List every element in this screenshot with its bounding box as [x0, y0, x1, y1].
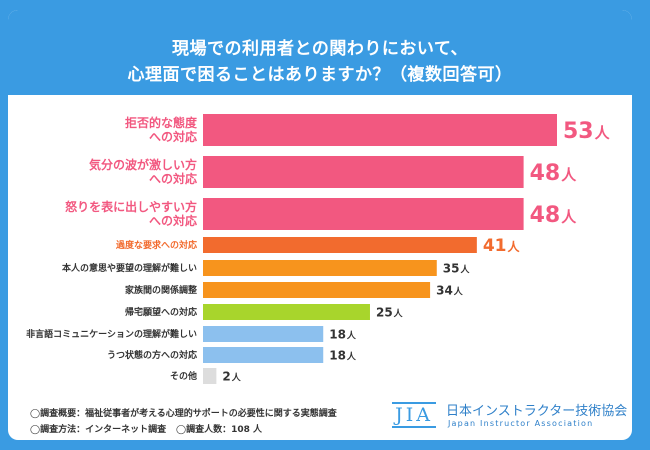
value-label-9: 2人: [222, 369, 241, 383]
value-label-6: 25人: [376, 305, 404, 319]
value-label-4: 35人: [443, 261, 471, 275]
jia-logo: JIA 日本インストラクター技術協会 Japan Instructor Asso…: [390, 398, 630, 434]
category-label-0: 拒否的な態度への対応: [125, 115, 198, 144]
bar-7: [203, 326, 324, 342]
survey-summary: ◯調査概要：福祉従事者が考える心理的サポートの必要性に関する実態調査: [30, 409, 337, 419]
value-label-3: 41人: [483, 236, 521, 256]
bar-1: [203, 156, 524, 188]
value-label-8: 18人: [329, 348, 357, 362]
category-label-3: 過度な要求への対応: [115, 239, 197, 251]
value-label-7: 18人: [329, 327, 357, 341]
chart-title-line-2: 心理面で困ることはありますか？（複数回答可）: [127, 65, 513, 85]
bar-6: [203, 304, 370, 320]
survey-count: ◯調査人数：108 人: [176, 425, 262, 435]
category-label-9: その他: [170, 370, 197, 382]
jia-logo-mark: JIA: [390, 402, 438, 428]
category-label-1: 気分の波が激しい方への対応: [89, 157, 197, 186]
category-label-4: 本人の意思や要望の理解が難しい: [62, 262, 197, 274]
value-label-2: 48人: [530, 203, 578, 228]
jia-logo-name: 日本インストラクター技術協会: [446, 404, 628, 419]
chart-header: 現場での利用者との関わりにおいて、 心理面で困ることはありますか？（複数回答可）: [8, 10, 632, 95]
chart-title-line-1: 現場での利用者との関わりにおいて、: [172, 39, 468, 59]
bar-5: [203, 282, 431, 298]
category-label-5: 家族間の関係調整: [125, 284, 197, 296]
bar-0: [203, 114, 557, 146]
survey-method: ◯調査方法：インターネット調査: [30, 425, 167, 435]
category-label-6: 帰宅願望への対応: [125, 306, 197, 318]
category-label-2: 怒りを表に出しやすい方への対応: [65, 199, 197, 228]
bar-9: [203, 368, 217, 384]
category-label-7: 非言語コミュニケーションの理解が難しい: [26, 328, 197, 340]
chart-card: 現場での利用者との関わりにおいて、 心理面で困ることはありますか？（複数回答可）: [8, 10, 632, 440]
bar-3: [203, 237, 477, 253]
category-label-8: うつ状態の方への対応: [107, 349, 197, 361]
bar-8: [203, 347, 324, 363]
bar-2: [203, 198, 524, 230]
bar-4: [203, 260, 437, 276]
value-label-0: 53人: [563, 119, 611, 144]
value-label-5: 34人: [436, 283, 464, 297]
jia-logo-english: Japan Instructor Association: [448, 419, 594, 428]
value-label-1: 48人: [530, 161, 578, 186]
